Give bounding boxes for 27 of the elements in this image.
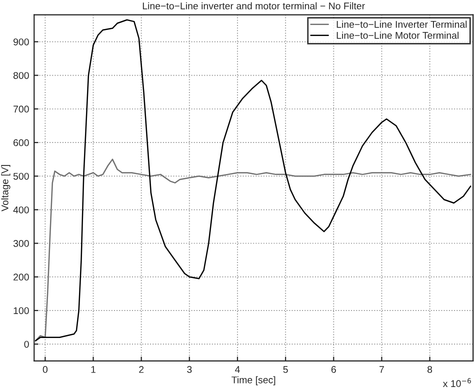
chart-title: Line−to−Line inverter and motor terminal − No Filter — [142, 2, 365, 10]
y-tick-label: 400 — [13, 206, 29, 214]
y-axis-title: Voltage [V] — [1, 165, 10, 212]
x-tick-label: 2 — [139, 366, 144, 373]
line-series — [34, 19, 472, 342]
y-tick-label: 700 — [14, 106, 29, 113]
y-tick-label: 300 — [13, 240, 29, 247]
y-tick-label: 800 — [13, 72, 29, 79]
y-tick-label: 0 — [24, 340, 29, 348]
x-tick-label: 0 — [42, 366, 48, 373]
x-tick-label: 5 — [283, 366, 288, 373]
x-tick-label: 6 — [331, 366, 336, 373]
y-tick-label: 600 — [14, 139, 29, 146]
legend-label: Line−to−Line Motor Terminal — [336, 32, 458, 39]
x-tick-label: 3 — [187, 366, 192, 373]
y-tick-label: 900 — [14, 38, 29, 46]
line-series — [34, 158, 472, 342]
y-tick-label: 200 — [14, 274, 29, 281]
legend-label: Line−to−Line Inverter Terminal — [336, 20, 467, 28]
x-tick-label: 7 — [380, 366, 384, 373]
x-tick-label: 4 — [235, 366, 240, 373]
y-tick-label: 500 — [13, 172, 29, 180]
y-tick-label: 100 — [14, 307, 29, 314]
x-axis-title: Time [sec] — [232, 376, 276, 386]
x-tick-label: 1 — [91, 366, 96, 373]
x-tick-label: 8 — [428, 366, 432, 373]
text: x 10$^{−6}$ — [442, 378, 471, 388]
